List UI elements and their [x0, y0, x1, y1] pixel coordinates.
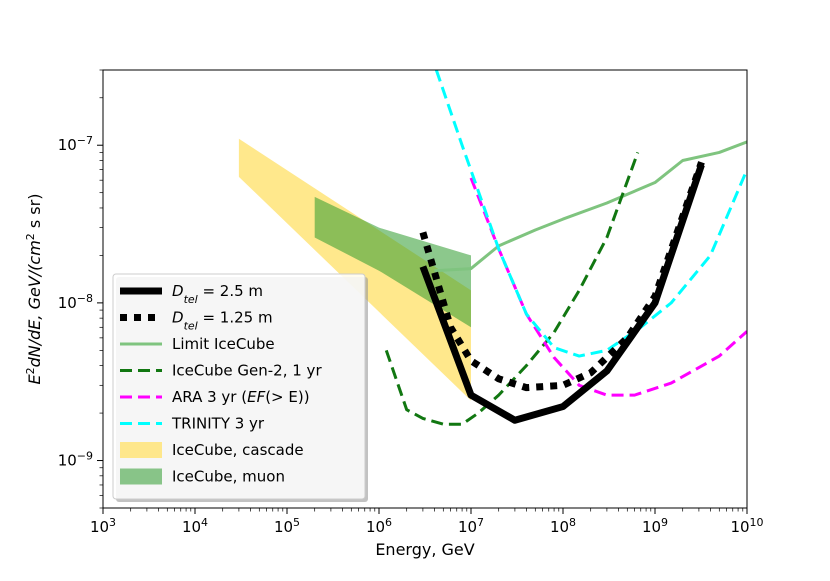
series-trinity-3-yr [434, 70, 747, 358]
y-label-tail: s sr) [25, 194, 44, 234]
legend-entry: Limit IceCube [120, 335, 275, 353]
x-tick-label: 109 [642, 516, 668, 537]
axis-tick-labels: 103 104 105 106 107 108 109 1010 10−7 10−8 10−9 [58, 134, 764, 536]
legend-label: IceCube, muon [172, 468, 285, 486]
legend-entry: ARA 3 yr (EF(> E)) [120, 388, 310, 406]
y-label-mid: dN/dE, GeV/(cm [25, 240, 44, 367]
legend-swatch [120, 442, 162, 458]
y-label-sup2: 2 [24, 233, 37, 240]
y-axis-label: E2dN/dE, GeV/(cm2 s sr) [24, 194, 45, 385]
legend-label: Dtel = 2.5 m [172, 282, 263, 306]
y-label-sup: 2 [24, 367, 37, 374]
legend-entry: IceCube, muon [120, 468, 285, 486]
legend-swatch [120, 468, 162, 485]
x-axis-label: Energy, GeV [375, 540, 474, 559]
legend-label: Dtel = 1.25 m [172, 309, 273, 333]
axis-ticks [97, 69, 748, 514]
legend-label: TRINITY 3 yr [171, 415, 265, 433]
x-tick-label: 103 [90, 516, 116, 537]
x-tick-label: 108 [550, 516, 576, 537]
series-d-tel-1-25-m [419, 161, 705, 392]
legend-label: IceCube Gen-2, 1 yr [172, 362, 322, 380]
plot-frame [102, 69, 748, 509]
x-tick-label: 105 [274, 516, 300, 537]
legend-entry: IceCube Gen-2, 1 yr [120, 362, 322, 380]
x-tick-label: 104 [182, 516, 208, 537]
x-tick-label: 107 [458, 516, 484, 537]
legend-entry: Dtel = 1.25 m [120, 309, 273, 333]
legend-entry: TRINITY 3 yr [120, 415, 265, 433]
legend-label: Limit IceCube [172, 335, 275, 353]
series-limit-icecube [434, 140, 747, 273]
band-icecube-cascade [238, 138, 471, 401]
legend-label: ARA 3 yr (EF(> E)) [172, 388, 310, 406]
y-tick-label: 10−7 [58, 134, 93, 155]
y-tick-label: 10−9 [58, 449, 93, 470]
series-lines [384, 70, 747, 426]
legend-entry: Dtel = 2.5 m [120, 282, 263, 306]
legend-box [112, 273, 366, 500]
x-tick-label: 1010 [730, 516, 763, 537]
x-tick-label: 106 [366, 516, 392, 537]
y-label-e: E [25, 373, 44, 384]
legend: Dtel = 2.5 m Dtel = 1.25 m Limit IceCube Ic… [112, 273, 368, 502]
y-tick-label: 10−8 [58, 291, 93, 312]
series-d-tel-2-5-m [419, 163, 705, 424]
legend-entries: Dtel = 2.5 m Dtel = 1.25 m Limit IceCube Ic… [120, 282, 322, 486]
legend-label: IceCube, cascade [172, 441, 304, 459]
legend-entry: IceCube, cascade [120, 441, 304, 459]
